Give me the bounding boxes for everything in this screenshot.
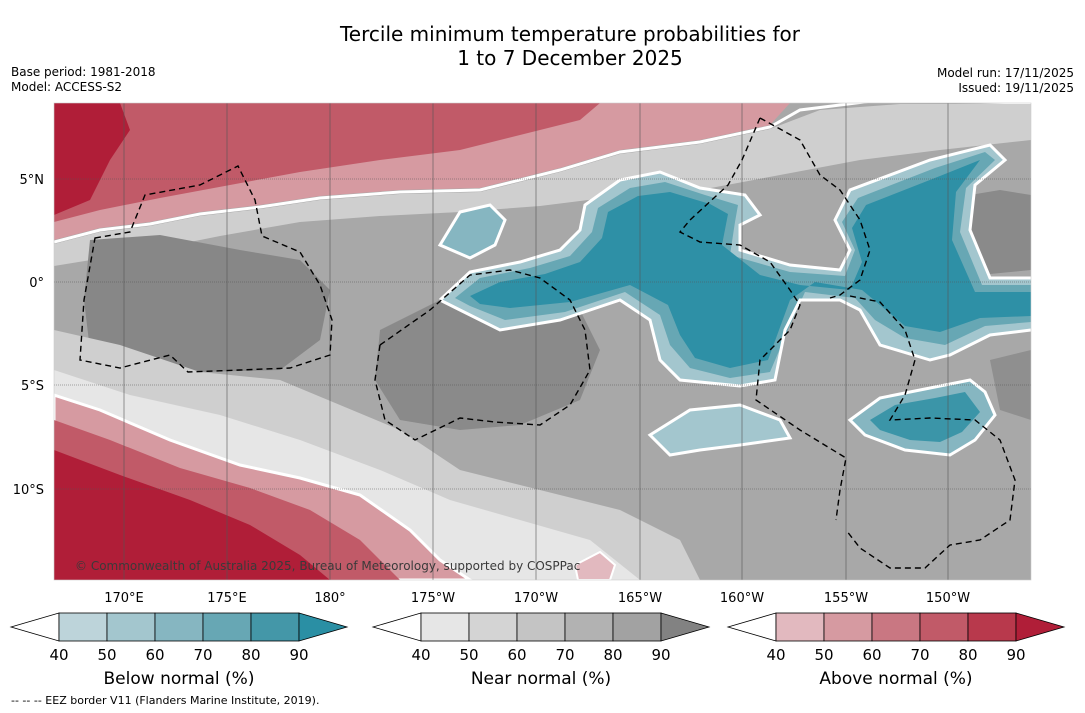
above-normal-north-core	[54, 103, 600, 222]
below-normal-south-patch	[647, 403, 793, 457]
lon-label-165w: 165°W	[618, 591, 662, 606]
title-line-2: 1 to 7 December 2025	[457, 46, 683, 70]
colorbar-tick-label: 60	[507, 646, 526, 664]
above-normal-south-patch	[573, 550, 617, 580]
colorbar-extend-low	[726, 612, 777, 642]
colorbar-tick-label: 90	[289, 646, 308, 664]
colorbar-tick-label: 90	[1006, 646, 1025, 664]
colorbar-cell	[154, 612, 204, 642]
colorbar-below-title: Below normal (%)	[104, 669, 255, 689]
colorbar-tick-label: 50	[814, 646, 833, 664]
eez-border-north-east	[678, 117, 871, 521]
lat-label-10s: 10°S	[13, 483, 44, 498]
near-normal-dark-west	[84, 235, 330, 372]
below-normal-small-patch	[437, 203, 507, 260]
colorbar-cell	[250, 612, 300, 642]
colorbar-cell	[823, 612, 873, 642]
colorbar-cell	[612, 612, 662, 642]
colorbar-tick-label: 70	[555, 646, 574, 664]
colorbar-below-normal: Below normal (%) 40 50 60 70 80 90	[9, 612, 349, 689]
colorbar-tick-label: 60	[145, 646, 164, 664]
above-normal-north-ring	[54, 103, 1031, 244]
below-normal-central-core	[470, 160, 1031, 368]
lon-label-180: 180°	[314, 591, 345, 606]
lon-label-175w: 175°W	[411, 591, 455, 606]
lon-label-170e: 170°E	[104, 591, 144, 606]
colorbar-tick-label: 90	[651, 646, 670, 664]
lat-label-5s: 5°S	[21, 379, 44, 394]
colorbar-tick-label: 40	[766, 646, 785, 664]
above-normal-south-core	[54, 450, 330, 580]
eez-borders	[79, 117, 1016, 569]
colorbar-extend-high	[1015, 612, 1066, 642]
colorbar-tick-label: 80	[603, 646, 622, 664]
colorbar-cell	[871, 612, 921, 642]
near-normal-dark-central	[375, 290, 600, 430]
lon-labels: 170°E 175°E 180° 175°W 170°W 165°W 160°W…	[104, 591, 970, 606]
map-panel: © Commonwealth of Australia 2025, Bureau…	[54, 103, 1031, 580]
colorbar-cell	[420, 612, 470, 642]
colorbar-tick-label: 50	[459, 646, 478, 664]
colorbar-near-title: Near normal (%)	[471, 669, 611, 689]
colorbar-tick-label: 70	[193, 646, 212, 664]
lon-label-150w: 150°W	[926, 591, 970, 606]
colorbar-cell	[775, 612, 825, 642]
copyright-notice: © Commonwealth of Australia 2025, Bureau…	[75, 559, 580, 573]
colorbar-cell	[967, 612, 1017, 642]
above-normal-north-peak	[54, 103, 130, 215]
colorbar-extend-low	[371, 612, 422, 642]
lat-gridlines	[54, 178, 1031, 490]
colorbar-cell	[468, 612, 518, 642]
colorbar-tick-label: 80	[241, 646, 260, 664]
meta-right: Model run: 17/11/2025 Issued: 19/11/2025	[937, 66, 1074, 96]
lon-label-170w: 170°W	[514, 591, 558, 606]
title-line-1: Tercile minimum temperature probabilitie…	[339, 22, 801, 46]
eez-border-east	[845, 295, 1016, 569]
meta-left: Base period: 1981-2018 Model: ACCESS-S2	[11, 65, 156, 95]
colorbar-extend-low	[9, 612, 60, 642]
colorbar-extend-high	[660, 612, 711, 642]
eez-footer-note: -- -- -- EEZ border V11 (Flanders Marine…	[11, 694, 320, 707]
below-normal-central-outline-south	[439, 298, 1031, 388]
colorbar-tick-label: 60	[862, 646, 881, 664]
colorbar-tick-label: 80	[958, 646, 977, 664]
lat-label-0: 0°	[29, 276, 44, 291]
below-normal-central-outline	[438, 143, 1031, 302]
model-run: Model run: 17/11/2025	[936, 66, 1074, 80]
below-normal-southeast-core	[870, 392, 980, 442]
eez-border-west	[79, 165, 333, 373]
colorbar-cell	[106, 612, 156, 642]
near-normal-light-band-north	[54, 104, 1031, 266]
lon-label-160w: 160°W	[720, 591, 764, 606]
colorbar-cell	[919, 612, 969, 642]
lon-gridlines	[123, 103, 949, 580]
eez-border-central	[374, 269, 591, 441]
colorbar-cell	[202, 612, 252, 642]
lat-labels: 5°N 0° 5°S 10°S	[13, 173, 44, 498]
colorbar-tick-label: 40	[49, 646, 68, 664]
colorbar-cell	[516, 612, 566, 642]
colorbar-tick-label: 40	[411, 646, 430, 664]
lon-label-175e: 175°E	[207, 591, 247, 606]
colorbar-cell	[564, 612, 614, 642]
map-frame	[53, 102, 1032, 581]
colorbar-extend-high	[298, 612, 349, 642]
colorbar-near-normal: Near normal (%) 40 50 60 70 80 90	[371, 612, 711, 689]
colorbar-tick-label: 50	[97, 646, 116, 664]
model-name: Model: ACCESS-S2	[11, 80, 123, 94]
colorbar-above-normal: Above normal (%) 40 50 60 70 80 90	[726, 612, 1066, 689]
colorbar-above-title: Above normal (%)	[819, 669, 972, 689]
lat-label-5n: 5°N	[20, 173, 45, 188]
issued-date: Issued: 19/11/2025	[958, 81, 1074, 95]
colorbar-tick-label: 70	[910, 646, 929, 664]
colorbar-cell	[58, 612, 108, 642]
base-period: Base period: 1981-2018	[11, 65, 156, 79]
lon-label-155w: 155°W	[824, 591, 868, 606]
map-title: Tercile minimum temperature probabilitie…	[0, 22, 1085, 70]
